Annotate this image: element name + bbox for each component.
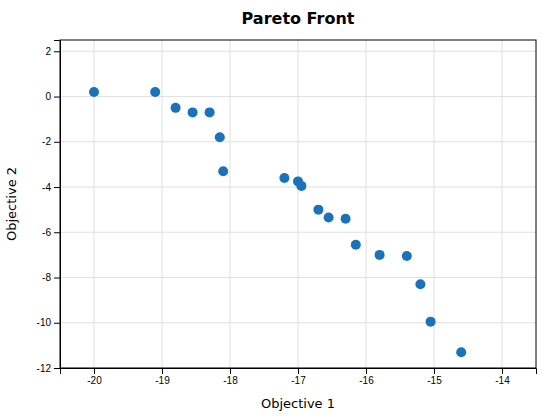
- y-axis-title: Objective 2: [4, 167, 19, 241]
- x-tick: -19: [155, 368, 170, 386]
- x-tick-label: -17: [291, 375, 306, 386]
- point: [205, 107, 215, 117]
- point: [415, 279, 425, 289]
- points: [89, 87, 466, 357]
- x-tick: -18: [223, 368, 238, 386]
- y-tick: -6: [42, 227, 60, 238]
- x-grid-line: [298, 40, 299, 368]
- point: [171, 103, 181, 113]
- y-tick-mark: [54, 187, 60, 188]
- y-tick-mark: [54, 232, 60, 233]
- y-grid-line: [60, 51, 536, 52]
- x-tick-mark: [298, 368, 299, 374]
- chart: -20-19-18-17-16-15-14-12-10-8-6-4-202Par…: [0, 0, 560, 420]
- point: [188, 107, 198, 117]
- y-grid-line: [60, 96, 536, 97]
- x-tick-label: -15: [427, 375, 442, 386]
- y-tick: -12: [37, 363, 60, 374]
- point: [279, 173, 289, 183]
- point: [402, 251, 412, 261]
- x-grid-line: [502, 40, 503, 368]
- x-grid-line: [230, 40, 231, 368]
- x-tick: -16: [359, 368, 374, 386]
- y-tick-label: -2: [42, 136, 51, 147]
- y-tick: -10: [37, 317, 60, 328]
- point: [324, 213, 334, 223]
- point: [296, 181, 306, 191]
- y-tick: -8: [42, 272, 60, 283]
- y-tick: 2: [45, 46, 60, 57]
- y-tick-label: -12: [37, 363, 52, 374]
- point: [351, 240, 361, 250]
- y-tick: 0: [45, 91, 60, 102]
- x-tick: -20: [87, 368, 102, 386]
- title: Pareto Front: [242, 9, 355, 28]
- y-tick-label: -4: [42, 182, 51, 193]
- y-tick-label: -6: [42, 227, 51, 238]
- y-tick-mark: [54, 97, 60, 98]
- point: [313, 205, 323, 215]
- x-tick-mark: [162, 368, 163, 374]
- x-grid-line: [366, 40, 367, 368]
- x-tick-label: -18: [223, 375, 238, 386]
- x-tick-mark: [366, 368, 367, 374]
- x-tick-mark: [94, 368, 95, 374]
- y-tick-label: -10: [37, 317, 52, 328]
- y-grid-line: [60, 232, 536, 233]
- y-grid-line: [60, 322, 536, 323]
- x-grid-line: [162, 40, 163, 368]
- y-tick-label: -8: [42, 272, 51, 283]
- y-axis: -12 -10 -8 -6 -4 -2 0 2: [37, 41, 61, 374]
- y-axis-line: [54, 41, 61, 369]
- x-tick-label: -20: [87, 375, 102, 386]
- y-tick-mark: [54, 323, 60, 324]
- point: [215, 132, 225, 142]
- y-tick: -2: [42, 136, 60, 147]
- plot-frame: [60, 40, 536, 368]
- plot: -20-19-18-17-16-15-14-12-10-8-6-4-202: [37, 40, 537, 386]
- x-tick-mark: [502, 368, 503, 374]
- point: [150, 87, 160, 97]
- x-tick: -15: [427, 368, 442, 386]
- y-grid-line: [60, 277, 536, 278]
- x-tick-mark: [434, 368, 435, 374]
- y-grid-line: [60, 141, 536, 142]
- y-tick-label: 0: [45, 91, 51, 102]
- y-tick: -4: [42, 182, 60, 193]
- x-axis-title: Objective 1: [261, 396, 335, 411]
- y-tick-label: 2: [45, 46, 51, 57]
- x-tick: -17: [291, 368, 306, 386]
- point: [456, 347, 466, 357]
- point: [426, 317, 436, 327]
- grid: [60, 40, 536, 368]
- point: [341, 214, 351, 224]
- x-tick-label: -16: [359, 375, 374, 386]
- x-tick-mark: [230, 368, 231, 374]
- y-tick-mark: [54, 368, 60, 369]
- x-axis: -20 -19 -18 -17 -16 -15 -14: [61, 368, 537, 386]
- x-tick-label: -14: [495, 375, 510, 386]
- point: [375, 250, 385, 260]
- y-tick-mark: [54, 278, 60, 279]
- x-tick-label: -19: [155, 375, 170, 386]
- y-tick-mark: [54, 51, 60, 52]
- point: [218, 166, 228, 176]
- x-axis-line: [61, 369, 537, 375]
- point: [89, 87, 99, 97]
- y-tick-mark: [54, 142, 60, 143]
- x-tick: -14: [495, 368, 510, 386]
